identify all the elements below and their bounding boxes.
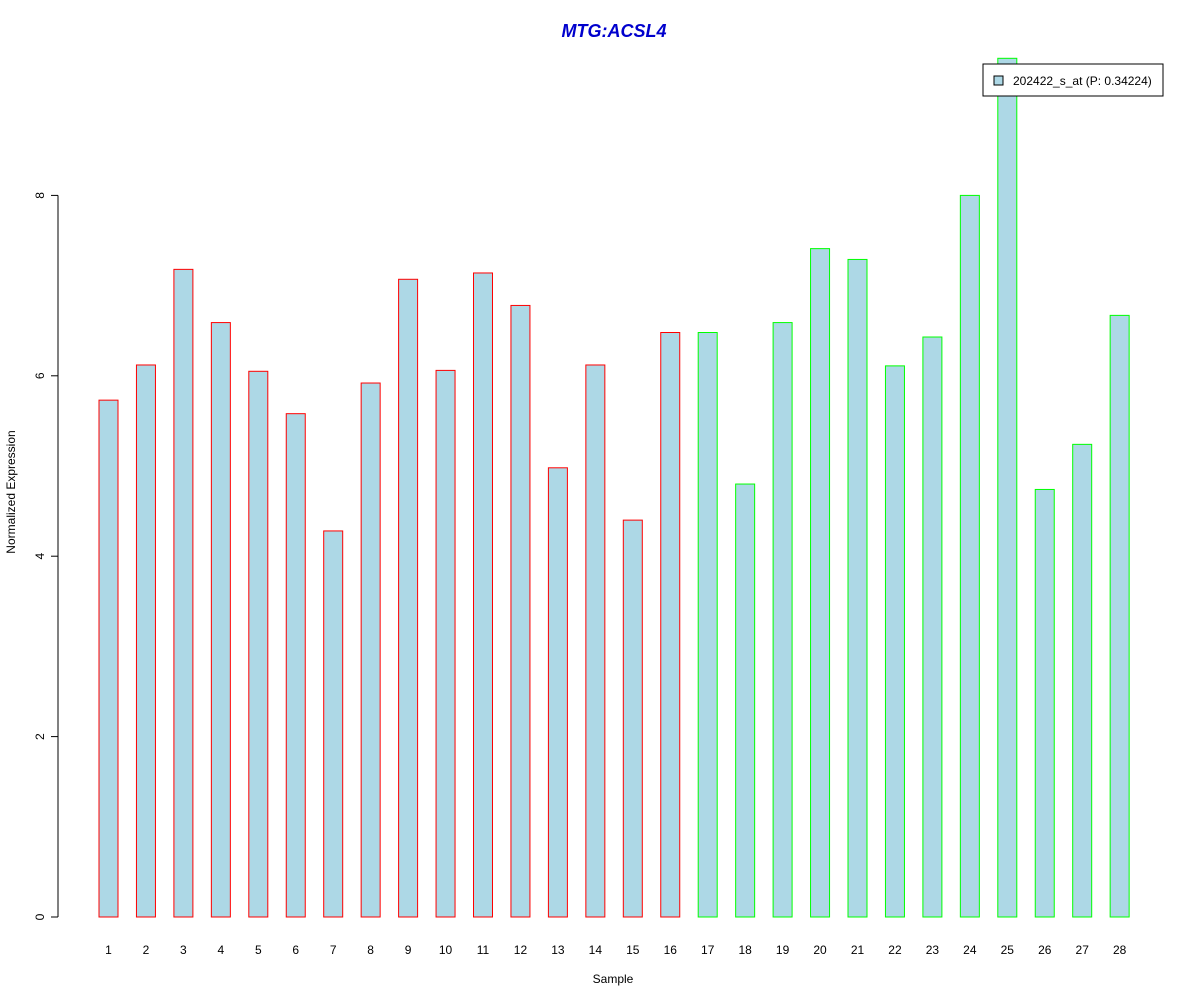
x-tick-label: 18 <box>738 943 752 957</box>
bar-sample-18 <box>735 483 756 918</box>
bar-sample-10 <box>435 369 456 918</box>
bar-sample-11 <box>473 272 493 918</box>
bar-sample-12 <box>510 304 531 918</box>
x-axis-label: Sample <box>593 972 634 986</box>
y-tick-label: 4 <box>33 553 47 560</box>
x-tick-label: 12 <box>514 943 528 957</box>
legend-swatch <box>993 75 1004 86</box>
legend: 202422_s_at (P: 0.34224) <box>982 63 1164 97</box>
bar-sample-21 <box>847 258 868 918</box>
x-tick-label: 1 <box>105 943 112 957</box>
x-tick-label: 16 <box>664 943 678 957</box>
bar-sample-16 <box>660 332 681 918</box>
bar-sample-2 <box>135 364 156 918</box>
bar-sample-7 <box>323 530 344 918</box>
bar-sample-9 <box>398 278 419 918</box>
x-tick-label: 10 <box>439 943 453 957</box>
y-tick-label: 2 <box>33 733 47 740</box>
bar-sample-23 <box>922 336 943 918</box>
y-tick-label: 6 <box>33 372 47 379</box>
x-tick-label: 19 <box>776 943 790 957</box>
x-tick-label: 15 <box>626 943 640 957</box>
bar-sample-26 <box>1034 488 1055 918</box>
legend-box <box>982 63 1164 97</box>
bar-sample-27 <box>1072 443 1093 918</box>
y-tick-label: 0 <box>33 913 47 920</box>
bar-sample-20 <box>810 248 831 918</box>
bar-sample-28 <box>1109 314 1130 918</box>
bar-sample-17 <box>697 332 718 918</box>
x-tick-label: 3 <box>180 943 187 957</box>
x-tick-label: 14 <box>589 943 603 957</box>
bar-sample-1 <box>98 399 119 918</box>
y-axis: 0 2 4 6 8 <box>33 192 59 920</box>
x-tick-label: 17 <box>701 943 715 957</box>
legend-label: 202422_s_at (P: 0.34224) <box>1013 74 1152 88</box>
bars-group <box>98 57 1130 918</box>
x-tick-label: 27 <box>1076 943 1090 957</box>
x-tick-label: 7 <box>330 943 337 957</box>
bar-sample-25 <box>997 57 1018 918</box>
y-tick-label: 8 <box>33 192 47 199</box>
bar-sample-4 <box>210 322 231 918</box>
bar-sample-15 <box>622 519 643 918</box>
x-tick-label: 4 <box>218 943 225 957</box>
y-axis-label: Normalized Expression <box>4 430 18 553</box>
bar-sample-22 <box>884 365 905 918</box>
x-tick-label: 5 <box>255 943 262 957</box>
x-tick-label: 11 <box>477 943 490 957</box>
chart-title: MTG:ACSL4 <box>562 21 667 41</box>
x-tick-label: 22 <box>888 943 902 957</box>
bar-sample-8 <box>360 382 381 918</box>
x-tick-label: 20 <box>813 943 827 957</box>
bar-sample-5 <box>248 370 269 918</box>
bar-sample-14 <box>585 364 606 918</box>
x-tick-label: 28 <box>1113 943 1127 957</box>
bar-sample-19 <box>772 322 793 918</box>
bar-sample-13 <box>547 467 568 918</box>
x-tick-label: 6 <box>292 943 299 957</box>
x-tick-label: 2 <box>143 943 150 957</box>
x-tick-label: 13 <box>551 943 565 957</box>
bar-sample-6 <box>285 413 306 918</box>
x-tick-label: 21 <box>851 943 865 957</box>
x-tick-label: 8 <box>367 943 374 957</box>
x-tick-labels: 1 2 3 4 5 6 7 8 9 10 11 12 13 14 15 16 17 18 19 20 21 22 23 24 2… <box>105 943 1126 957</box>
x-tick-label: 23 <box>926 943 940 957</box>
x-tick-label: 26 <box>1038 943 1052 957</box>
bar-sample-3 <box>173 268 194 918</box>
x-tick-label: 25 <box>1001 943 1015 957</box>
x-tick-label: 9 <box>405 943 412 957</box>
bar-sample-24 <box>959 194 980 918</box>
x-tick-label: 24 <box>963 943 977 957</box>
